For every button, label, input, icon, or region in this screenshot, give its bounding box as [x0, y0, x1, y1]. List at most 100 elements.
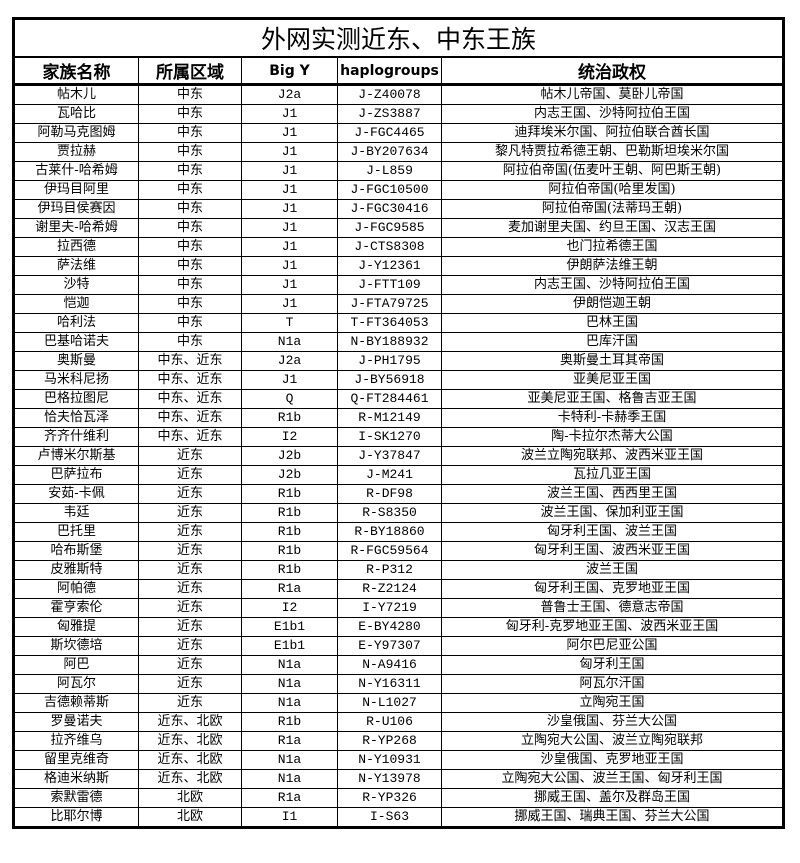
big-y-cell: N1a: [241, 693, 338, 713]
big-y-cell: J1: [241, 256, 338, 276]
big-y-cell: R1b: [241, 408, 338, 428]
haplogroup-cell: J-ZS3887: [337, 104, 442, 124]
family-name-cell: 阿瓦尔: [13, 674, 139, 694]
regime-cell: 黎凡特贾拉希德王朝、巴勒斯坦埃米尔国: [441, 142, 784, 162]
table-row: 巴托里 近东 R1b R-BY18860 匈牙利王国、波兰王国: [13, 522, 784, 542]
big-y-cell: J2b: [241, 465, 338, 485]
table-row: 韦廷 近东 R1b R-S8350 波兰王国、保加利亚王国: [13, 503, 784, 523]
table-row: 伊玛目侯赛因 中东 J1 J-FGC30416 阿拉伯帝国(法蒂玛王朝): [13, 199, 784, 219]
regime-cell: 卡特利-卡赫季王国: [441, 408, 784, 428]
region-cell: 近东: [138, 503, 242, 523]
table-row: 吉德赖蒂斯 近东 N1a N-L1027 立陶宛王国: [13, 693, 784, 713]
big-y-cell: N1a: [241, 655, 338, 675]
table-row: 古莱什-哈希姆 中东 J1 J-L859 阿拉伯帝国(伍麦叶王朝、阿巴斯王朝): [13, 161, 784, 181]
table-row: 谢里夫-哈希姆 中东 J1 J-FGC9585 麦加谢里夫国、约旦王国、汉志王国: [13, 218, 784, 238]
big-y-cell: I2: [241, 598, 338, 618]
region-cell: 中东、近东: [138, 389, 242, 409]
family-name-cell: 恺迦: [13, 294, 139, 314]
family-name-cell: 匈雅提: [13, 617, 139, 637]
region-cell: 近东: [138, 446, 242, 466]
region-cell: 近东: [138, 579, 242, 599]
family-name-cell: 比耶尔博: [13, 807, 139, 828]
regime-cell: 阿拉伯帝国(伍麦叶王朝、阿巴斯王朝): [441, 161, 784, 181]
haplogroup-cell: R-YP326: [337, 788, 442, 808]
regime-cell: 阿尔巴尼亚公国: [441, 636, 784, 656]
family-name-cell: 奥斯曼: [13, 351, 139, 371]
big-y-cell: R1b: [241, 541, 338, 561]
family-name-cell: 帖木儿: [13, 84, 139, 105]
haplogroup-cell: J-BY207634: [337, 142, 442, 162]
table-row: 巴格拉图尼 中东、近东 Q Q-FT284461 亚美尼亚王国、格鲁吉亚王国: [13, 389, 784, 409]
family-name-cell: 斯坎德培: [13, 636, 139, 656]
region-cell: 近东: [138, 522, 242, 542]
big-y-cell: R1a: [241, 579, 338, 599]
haplogroup-cell: R-BY18860: [337, 522, 442, 542]
family-name-cell: 格迪米纳斯: [13, 769, 139, 789]
family-name-cell: 哈布斯堡: [13, 541, 139, 561]
region-cell: 中东、近东: [138, 351, 242, 371]
regime-cell: 巴库汗国: [441, 332, 784, 352]
big-y-cell: J2b: [241, 446, 338, 466]
haplogroup-cell: N-BY188932: [337, 332, 442, 352]
header-regime: 统治政权: [441, 56, 784, 86]
haplogroup-cell: J-Y37847: [337, 446, 442, 466]
regime-cell: 沙皇俄国、芬兰大公国: [441, 712, 784, 732]
family-name-cell: 萨法维: [13, 256, 139, 276]
big-y-cell: Q: [241, 389, 338, 409]
region-cell: 中东、近东: [138, 370, 242, 390]
big-y-cell: I2: [241, 427, 338, 447]
big-y-cell: T: [241, 313, 338, 333]
haplogroup-cell: J-M241: [337, 465, 442, 485]
regime-cell: 内志王国、沙特阿拉伯王国: [441, 104, 784, 124]
haplogroup-cell: J-FTA79725: [337, 294, 442, 314]
regime-cell: 麦加谢里夫国、约旦王国、汉志王国: [441, 218, 784, 238]
table-row: 马米科尼扬 中东、近东 J1 J-BY56918 亚美尼亚王国: [13, 370, 784, 390]
region-cell: 中东: [138, 123, 242, 143]
family-name-cell: 阿勒马克图姆: [13, 123, 139, 143]
family-name-cell: 谢里夫-哈希姆: [13, 218, 139, 238]
big-y-cell: N1a: [241, 769, 338, 789]
regime-cell: 挪威王国、瑞典王国、芬兰大公国: [441, 807, 784, 828]
region-cell: 中东: [138, 180, 242, 200]
table-row: 奥斯曼 中东、近东 J2a J-PH1795 奥斯曼土耳其帝国: [13, 351, 784, 371]
regime-cell: 波兰王国: [441, 560, 784, 580]
family-name-cell: 巴托里: [13, 522, 139, 542]
table-row: 瓦哈比 中东 J1 J-ZS3887 内志王国、沙特阿拉伯王国: [13, 104, 784, 124]
region-cell: 北欧: [138, 807, 242, 828]
regime-cell: 沙皇俄国、克罗地亚王国: [441, 750, 784, 770]
regime-cell: 匈牙利王国、克罗地亚王国: [441, 579, 784, 599]
big-y-cell: J1: [241, 218, 338, 238]
family-name-cell: 恰夫恰瓦泽: [13, 408, 139, 428]
region-cell: 近东: [138, 598, 242, 618]
regime-cell: 巴林王国: [441, 313, 784, 333]
regime-cell: 亚美尼亚王国: [441, 370, 784, 390]
region-cell: 近东: [138, 655, 242, 675]
family-name-cell: 留里克维奇: [13, 750, 139, 770]
big-y-cell: R1a: [241, 731, 338, 751]
big-y-cell: R1b: [241, 712, 338, 732]
regime-cell: 匈牙利-克罗地亚王国、波西米亚王国: [441, 617, 784, 637]
region-cell: 近东: [138, 484, 242, 504]
big-y-cell: J1: [241, 104, 338, 124]
family-name-cell: 巴萨拉布: [13, 465, 139, 485]
big-y-cell: N1a: [241, 332, 338, 352]
haplogroup-cell: I-SK1270: [337, 427, 442, 447]
family-name-cell: 齐齐什维利: [13, 427, 139, 447]
big-y-cell: E1b1: [241, 636, 338, 656]
regime-cell: 瓦拉几亚王国: [441, 465, 784, 485]
regime-cell: 内志王国、沙特阿拉伯王国: [441, 275, 784, 295]
family-name-cell: 拉西德: [13, 237, 139, 257]
regime-cell: 伊朗萨法维王朝: [441, 256, 784, 276]
family-name-cell: 韦廷: [13, 503, 139, 523]
region-cell: 中东: [138, 199, 242, 219]
regime-cell: 匈牙利王国、波西米亚王国: [441, 541, 784, 561]
big-y-cell: J2a: [241, 351, 338, 371]
regime-cell: 匈牙利王国: [441, 655, 784, 675]
region-cell: 中东: [138, 237, 242, 257]
dynasty-table: 外网实测近东、中东王族 家族名称 所属区域 Big Y haplogroups …: [12, 17, 785, 829]
regime-cell: 阿拉伯帝国(哈里发国): [441, 180, 784, 200]
table-row: 拉齐维乌 近东、北欧 R1a R-YP268 立陶宛大公国、波兰立陶宛联邦: [13, 731, 784, 751]
family-name-cell: 哈利法: [13, 313, 139, 333]
table-row: 匈雅提 近东 E1b1 E-BY4280 匈牙利-克罗地亚王国、波西米亚王国: [13, 617, 784, 637]
haplogroup-cell: J-BY56918: [337, 370, 442, 390]
